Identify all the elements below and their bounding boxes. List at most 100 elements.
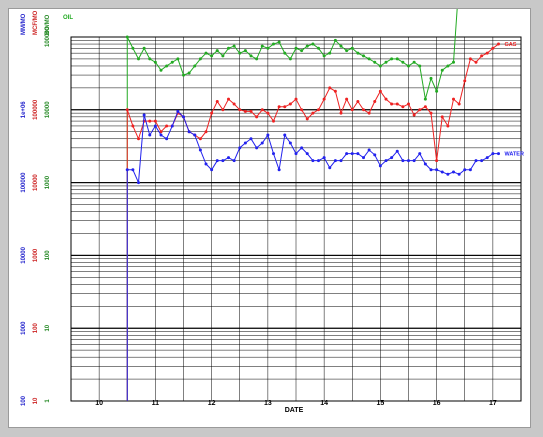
data-point xyxy=(148,57,152,61)
y-axes: 1001000100001000001e+06MM/MO101001000100… xyxy=(21,10,51,406)
x-tick-label: 12 xyxy=(208,400,216,407)
data-point xyxy=(401,159,405,163)
data-point xyxy=(373,60,377,64)
data-point xyxy=(148,119,152,123)
data-point xyxy=(266,46,270,50)
y-tick-label: 10000 xyxy=(21,246,27,263)
data-point xyxy=(440,68,444,72)
data-point xyxy=(429,111,433,115)
data-point xyxy=(266,133,270,137)
data-point xyxy=(249,137,253,141)
data-point xyxy=(423,105,427,109)
data-point xyxy=(260,44,264,48)
data-point xyxy=(491,152,495,156)
data-point xyxy=(210,111,214,115)
data-point xyxy=(373,100,377,104)
data-point xyxy=(435,159,439,163)
data-point xyxy=(283,51,287,55)
data-point xyxy=(452,60,455,64)
data-point xyxy=(255,57,259,61)
series-layer: OIL GAS WATER xyxy=(125,9,524,401)
y-axis-name: BO/MO xyxy=(45,14,51,35)
data-point xyxy=(407,159,410,163)
data-point xyxy=(463,79,467,83)
data-point xyxy=(198,137,202,141)
data-point xyxy=(272,152,275,156)
data-point xyxy=(378,164,382,168)
data-point xyxy=(440,115,444,119)
data-point xyxy=(350,108,354,112)
data-point xyxy=(463,168,467,172)
data-point xyxy=(345,49,349,53)
data-point xyxy=(305,117,309,121)
x-tick-label: 13 xyxy=(264,400,272,407)
y-axis-1: 10 100 1000 10000 100000 MCF/MO xyxy=(33,10,39,404)
data-point xyxy=(238,51,242,55)
data-point xyxy=(311,159,315,163)
data-point xyxy=(418,108,422,112)
data-point xyxy=(215,49,219,53)
data-point xyxy=(170,124,174,128)
x-tick-label: 16 xyxy=(433,400,441,407)
x-tick-label: 10 xyxy=(95,400,103,407)
data-point xyxy=(125,35,129,39)
data-point xyxy=(159,133,163,137)
y-tick-label: 1 xyxy=(45,399,51,403)
data-point xyxy=(485,156,489,160)
data-point xyxy=(221,54,225,58)
data-point xyxy=(300,146,304,150)
data-point xyxy=(193,133,197,137)
data-point xyxy=(480,54,484,58)
data-point xyxy=(221,159,225,163)
y-tick-label: 100000 xyxy=(21,172,27,193)
y-tick-label: 10 xyxy=(45,324,51,331)
data-point xyxy=(210,168,214,172)
data-point xyxy=(142,113,146,117)
data-point xyxy=(345,97,349,101)
data-point xyxy=(283,105,287,109)
data-point xyxy=(362,54,365,58)
data-point xyxy=(300,49,304,53)
y-tick-label: 100000 xyxy=(45,26,51,47)
chart-frame: 100 1000 10000 100000 1e+06 MM/MO 10 100 1000 100… xyxy=(8,8,531,428)
data-point xyxy=(165,137,169,141)
y-axis-name: MCF/MO xyxy=(33,10,39,35)
data-point xyxy=(345,152,349,156)
data-point xyxy=(356,100,360,104)
data-point xyxy=(277,105,281,109)
data-point xyxy=(322,97,326,101)
data-point xyxy=(452,170,455,174)
data-point xyxy=(131,168,135,172)
data-point xyxy=(294,152,298,156)
data-point xyxy=(170,60,174,64)
x-tick-label: 17 xyxy=(489,400,497,407)
data-point xyxy=(176,57,180,61)
data-point xyxy=(137,57,140,61)
data-point xyxy=(373,153,377,157)
data-point xyxy=(474,60,478,64)
data-point xyxy=(384,97,388,101)
data-point xyxy=(249,109,253,113)
series-water: WATER xyxy=(125,109,524,401)
data-point xyxy=(294,97,298,101)
data-point xyxy=(446,124,450,128)
data-point xyxy=(423,162,427,166)
data-point xyxy=(294,46,298,50)
data-point xyxy=(384,60,388,64)
data-point xyxy=(446,172,450,176)
data-point xyxy=(187,71,191,75)
data-point xyxy=(328,86,332,90)
data-point xyxy=(367,57,371,61)
data-point xyxy=(401,60,405,64)
data-point xyxy=(238,146,242,150)
data-point xyxy=(485,51,489,55)
series-label: GAS xyxy=(505,42,517,48)
data-point xyxy=(457,102,461,106)
x-tick-label: 15 xyxy=(376,400,384,407)
data-point xyxy=(204,51,208,55)
data-point xyxy=(204,130,208,134)
data-point xyxy=(198,57,202,61)
data-point xyxy=(165,64,169,68)
y-tick-label: 1e+06 xyxy=(21,101,27,119)
data-point xyxy=(193,64,197,68)
